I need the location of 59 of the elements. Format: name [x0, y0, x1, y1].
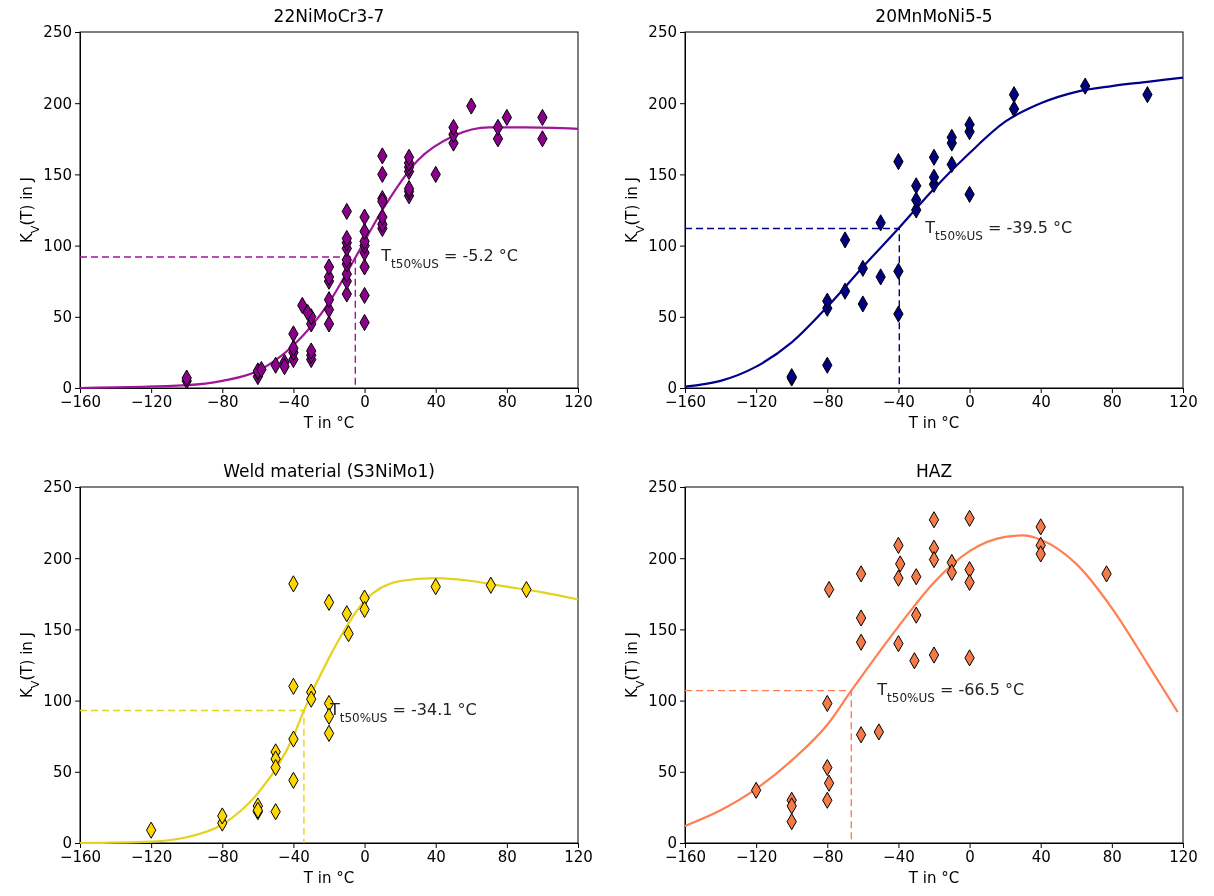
- x-tick-label: −80: [811, 847, 844, 866]
- y-tick-label: 200: [43, 94, 72, 113]
- x-tick-label: −40: [278, 847, 310, 866]
- x-axis-title: T in °C: [302, 414, 355, 432]
- x-tick-label: −40: [883, 847, 915, 866]
- y-tick-label: 250: [648, 23, 677, 42]
- x-tick-label: 0: [965, 847, 975, 866]
- x-axis-title: T in °C: [302, 869, 355, 887]
- x-tick-label: −120: [131, 847, 173, 866]
- y-tick-label: 150: [43, 165, 72, 184]
- chart-title: HAZ: [915, 461, 953, 481]
- y-tick-label: 150: [648, 165, 677, 184]
- y-tick-label: 100: [43, 691, 72, 710]
- x-tick-label: 0: [965, 392, 975, 411]
- x-tick-label: −40: [883, 392, 915, 411]
- y-tick-label: 250: [43, 478, 72, 497]
- x-tick-label: 80: [1102, 847, 1122, 866]
- y-tick-label: 250: [648, 478, 677, 497]
- x-tick-label: 120: [1169, 392, 1198, 411]
- x-tick-label: 80: [497, 392, 517, 411]
- y-tick-label: 200: [648, 549, 677, 568]
- y-tick-label: 150: [648, 620, 677, 639]
- x-tick-label: 0: [360, 847, 370, 866]
- y-tick-label: 100: [43, 236, 72, 255]
- x-tick-label: 40: [1031, 392, 1051, 411]
- x-axis-title: T in °C: [907, 869, 960, 887]
- chart-title: 22NiMoCr3-7: [273, 6, 385, 26]
- y-tick-label: 200: [43, 549, 72, 568]
- x-tick-label: 120: [1169, 847, 1198, 866]
- x-tick-label: 0: [360, 392, 370, 411]
- annotation: T$_{t50%US}$ = -39.5 °C: [924, 217, 1073, 243]
- y-tick-label: 250: [43, 23, 72, 42]
- y-tick-label: 50: [657, 308, 677, 327]
- x-tick-label: 40: [426, 847, 446, 866]
- x-tick-label: 40: [1031, 847, 1051, 866]
- x-axis-title: T in °C: [907, 414, 960, 432]
- x-tick-label: 80: [497, 847, 517, 866]
- x-tick-label: −80: [206, 392, 239, 411]
- x-tick-label: −80: [811, 392, 844, 411]
- y-tick-label: 50: [52, 308, 72, 327]
- x-tick-label: −40: [278, 392, 310, 411]
- x-tick-label: −120: [131, 392, 173, 411]
- x-tick-label: 120: [564, 392, 593, 411]
- x-tick-label: −120: [736, 392, 778, 411]
- y-tick-label: 50: [657, 763, 677, 782]
- x-tick-label: −80: [206, 847, 239, 866]
- y-tick-label: 100: [648, 691, 677, 710]
- chart-title: Weld material (S3NiMo1): [223, 461, 435, 481]
- x-tick-label: 40: [426, 392, 446, 411]
- y-tick-label: 50: [52, 763, 72, 782]
- chart-title: 20MnMoNi5-5: [875, 6, 993, 26]
- y-tick-label: 150: [43, 620, 72, 639]
- annotation: T$_{t50%US}$ = -66.5 °C: [876, 679, 1025, 705]
- x-tick-label: 120: [564, 847, 593, 866]
- y-tick-label: 200: [648, 94, 677, 113]
- annotation: T$_{t50%US}$ = -5.2 °C: [380, 245, 518, 271]
- x-tick-label: −120: [736, 847, 778, 866]
- y-tick-label: 100: [648, 236, 677, 255]
- x-tick-label: 80: [1102, 392, 1122, 411]
